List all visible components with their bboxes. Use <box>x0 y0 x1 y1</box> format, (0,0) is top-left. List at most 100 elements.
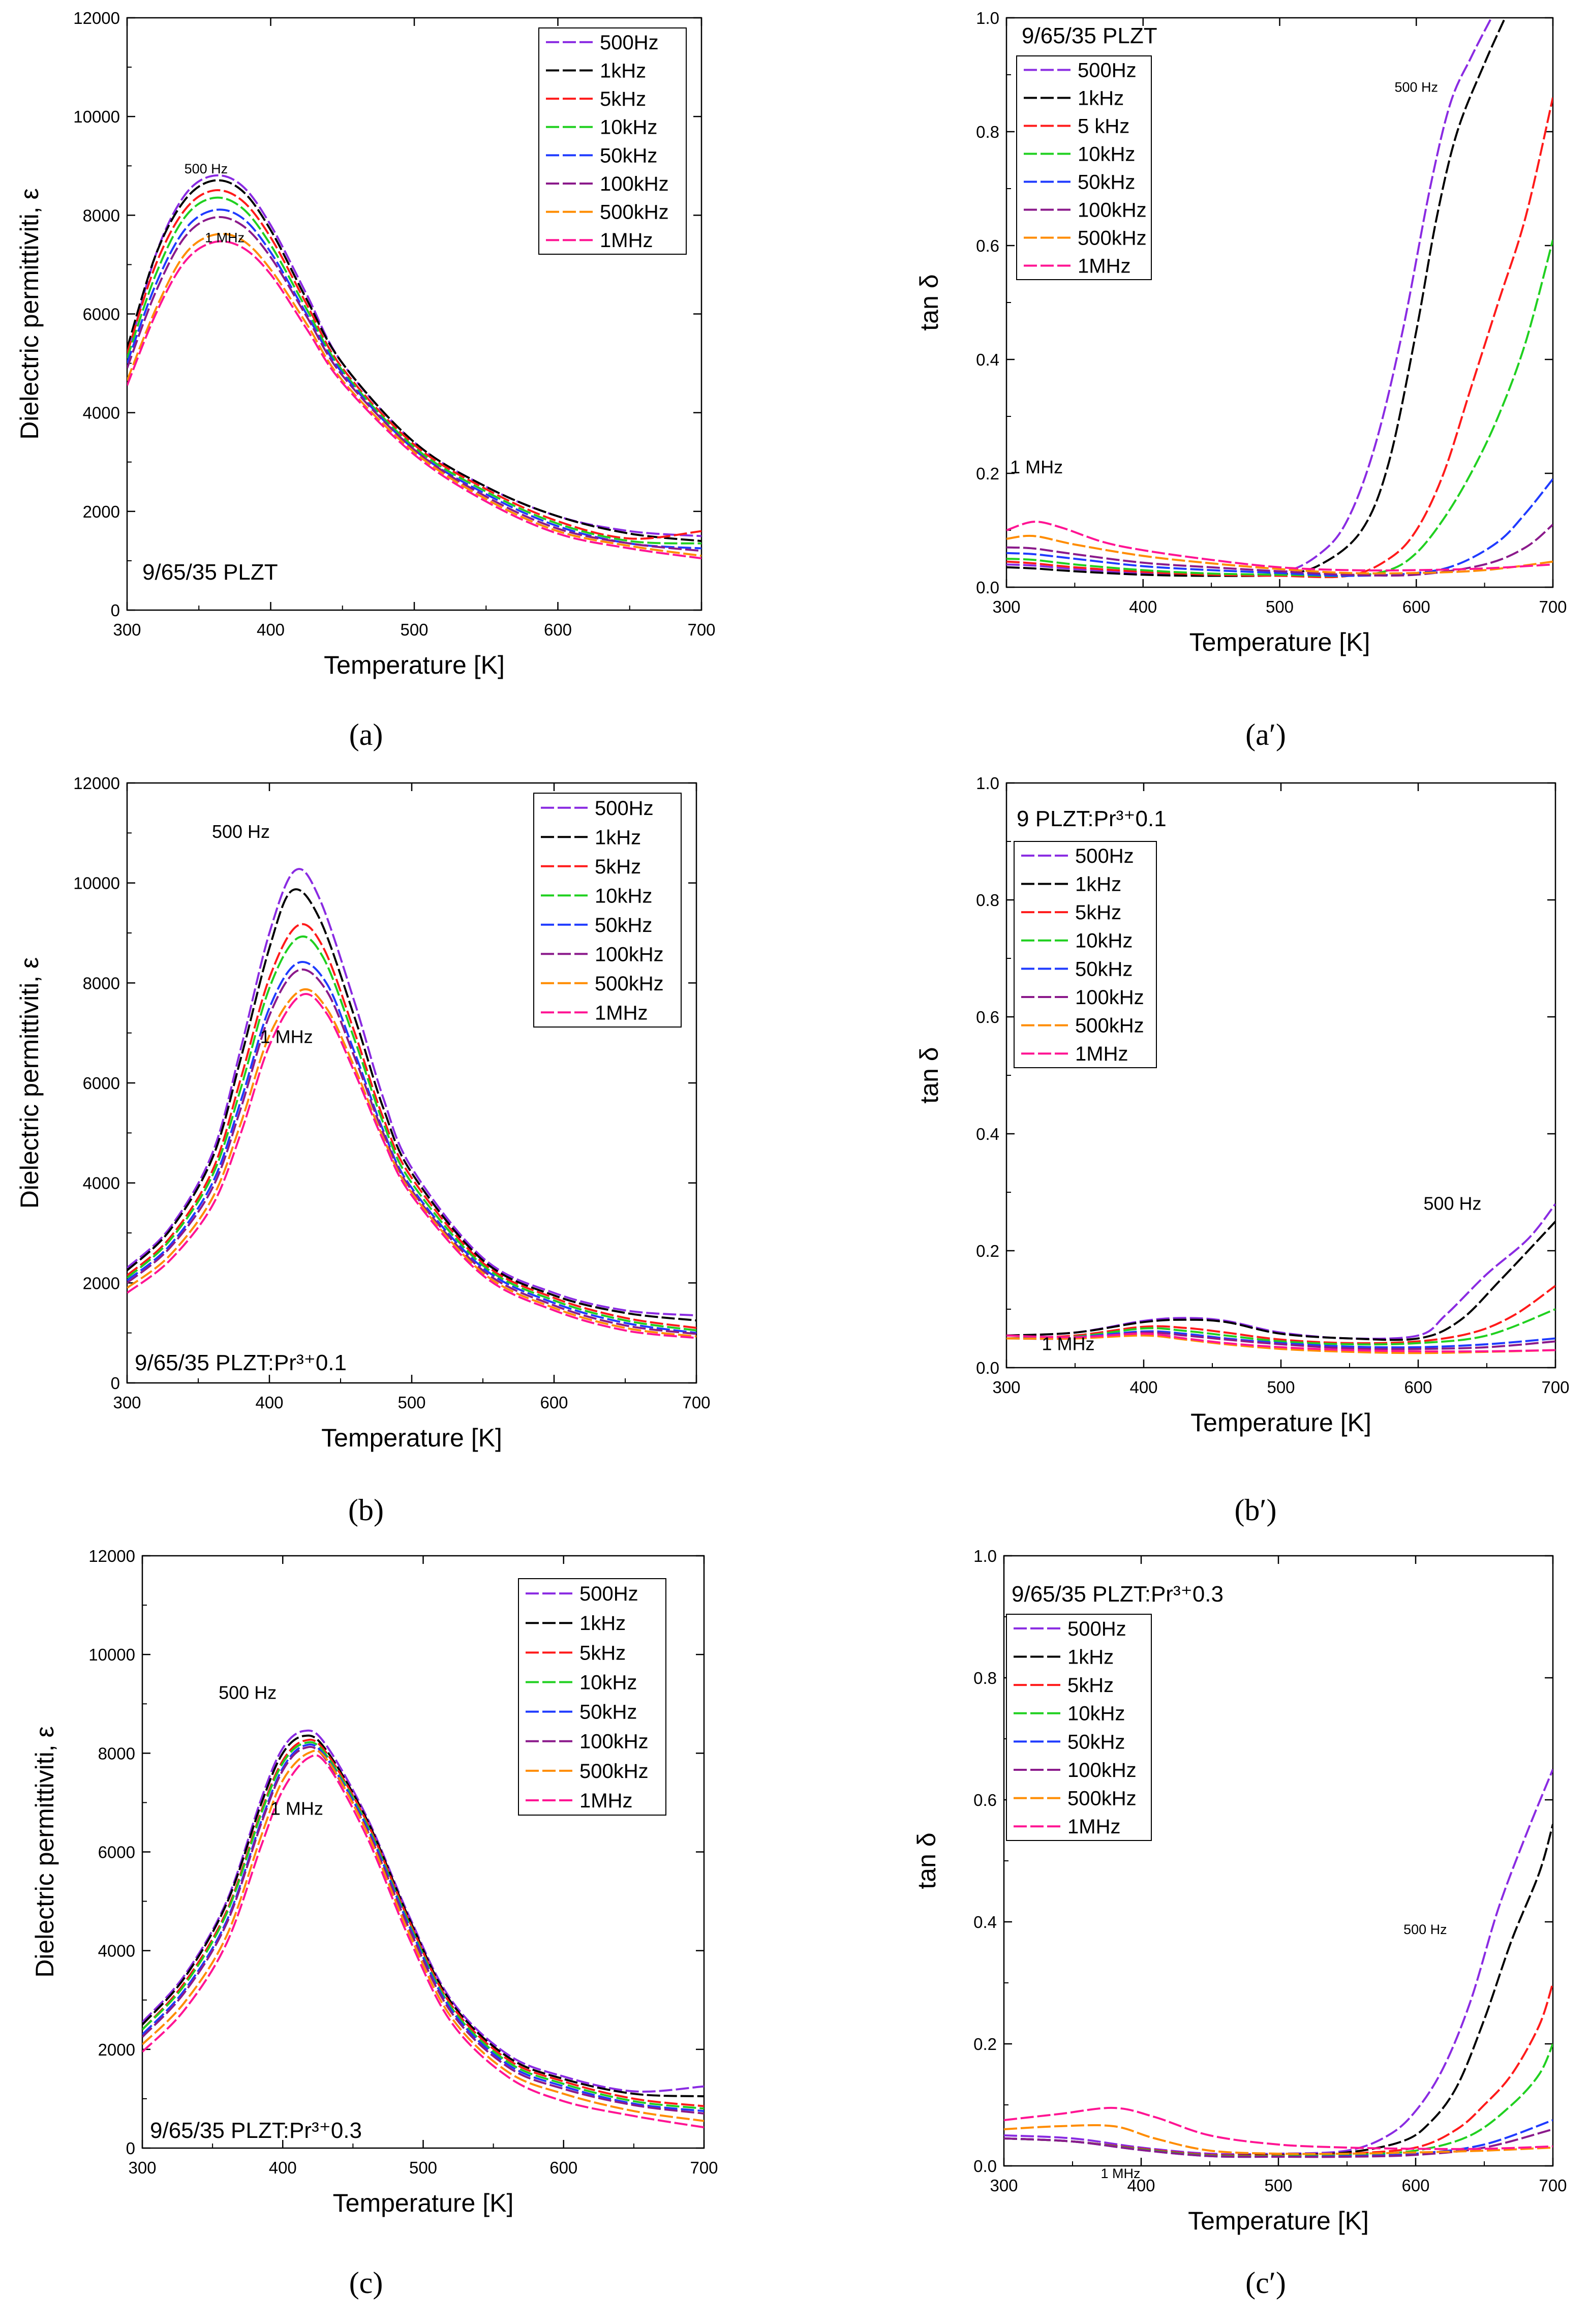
legend-entry: 5kHz <box>1075 901 1121 924</box>
sample-label: 9/65/35 PLZT <box>142 560 278 585</box>
x-axis-title: Temperature [K] <box>333 2189 514 2217</box>
y-tick-label: 0.4 <box>976 1125 999 1143</box>
legend-entry: 10kHz <box>595 885 652 907</box>
x-tick-label: 300 <box>113 1393 141 1412</box>
x-tick-label: 500 <box>1267 1378 1295 1397</box>
x-tick-label: 600 <box>1402 597 1430 616</box>
series-line-5khz <box>1006 97 1553 579</box>
legend: 500Hz 1kHz 5kHz 10kHz 50kHz 100kHz 500kHz 1MHz <box>533 793 682 1028</box>
y-tick-label: 4000 <box>83 1174 120 1193</box>
x-tick-label: 500 <box>400 620 428 639</box>
y-tick-label: 0 <box>126 2139 135 2158</box>
legend-entry: 50kHz <box>595 914 652 937</box>
x-tick-label: 600 <box>1404 1378 1432 1397</box>
series-line-1mhz <box>1004 2106 1553 2150</box>
legend-entry: 100kHz <box>1067 1759 1137 1782</box>
annotation-label: 500 Hz <box>212 821 270 842</box>
sample-label: 9/65/35 PLZT:Pr³⁺0.3 <box>1012 1582 1224 1607</box>
legend-entry: 500Hz <box>595 797 654 820</box>
series-line-500khz <box>1006 1334 1555 1354</box>
y-tick-label: 6000 <box>83 1074 120 1093</box>
y-tick-label: 0.8 <box>976 891 999 910</box>
series-group <box>1006 18 1553 579</box>
x-tick-label: 400 <box>255 1393 283 1412</box>
legend-entry: 500kHz <box>1078 227 1147 250</box>
y-tick-label: 0.2 <box>976 464 999 483</box>
panel-caption: (a) <box>349 718 383 751</box>
legend-entry: 500Hz <box>1078 59 1137 82</box>
series-line-1khz <box>142 1734 704 2098</box>
series-line-50khz <box>1006 478 1553 577</box>
legend-box <box>1016 55 1152 280</box>
legend: 500Hz 1kHz 5kHz 10kHz 50kHz 100kHz 500kHz 1MHz <box>518 1578 666 1816</box>
legend-entry: 100kHz <box>1075 986 1144 1009</box>
legend-entry: 50kHz <box>1078 171 1135 194</box>
series-group <box>142 1729 704 2129</box>
x-tick-label: 700 <box>682 1393 710 1412</box>
y-tick-label: 6000 <box>83 305 120 324</box>
y-tick-label: 2000 <box>83 1274 120 1292</box>
y-tick-label: 1.0 <box>973 1547 997 1565</box>
charts-root: 300 400 500 600 700 0 2000 4000 6000 8000 10000 120… <box>15 9 1570 2300</box>
series-line-10khz <box>142 1741 704 2110</box>
legend-entry: 5kHz <box>595 856 641 878</box>
y-tick-label: 12000 <box>88 1547 135 1565</box>
y-tick-label: 0.8 <box>973 1669 997 1687</box>
chart-panel-c: 300 400 500 600 700 0 2000 4000 6000 8000 10000 120… <box>30 1547 718 2300</box>
legend-box <box>1006 1614 1152 1841</box>
y-tick-label: 0.0 <box>973 2157 997 2176</box>
series-line-5khz <box>127 189 701 540</box>
x-tick-label: 300 <box>992 597 1020 616</box>
legend-box <box>518 1578 666 1816</box>
y-tick-label: 8000 <box>98 1744 135 1763</box>
annotation-label: 1 MHz <box>270 1798 323 1819</box>
x-tick-label: 700 <box>690 2158 718 2177</box>
legend-entry: 10kHz <box>600 116 657 139</box>
series-line-50khz <box>127 208 701 550</box>
x-tick-label: 400 <box>1129 1378 1157 1397</box>
series-line-1mhz <box>1006 521 1553 571</box>
x-tick-label: 700 <box>1541 1378 1569 1397</box>
legend-entry: 50kHz <box>579 1701 637 1724</box>
legend-entry: 500kHz <box>595 973 664 995</box>
series-line-10khz <box>1006 1308 1555 1346</box>
legend: 500Hz 1kHz 5kHz 10kHz 50kHz 100kHz 500kHz 1MHz <box>1006 1614 1152 1841</box>
legend-entry: 1kHz <box>579 1612 626 1635</box>
x-tick-label: 700 <box>1539 2176 1567 2195</box>
legend-entry: 100kHz <box>579 1731 649 1753</box>
y-tick-label: 0.2 <box>976 1242 999 1260</box>
y-axis-title: tan δ <box>915 1047 943 1103</box>
x-tick-label: 600 <box>540 1393 568 1412</box>
y-axis-title: Dielectric permittiviti, ε <box>15 188 44 440</box>
y-tick-label: 2000 <box>98 2040 135 2059</box>
y-tick-label: 6000 <box>98 1843 135 1862</box>
legend-entry: 1kHz <box>600 59 646 82</box>
y-tick-label: 0.0 <box>976 1359 999 1377</box>
series-line-1mhz <box>127 240 701 560</box>
x-axis-title: Temperature [K] <box>1190 1408 1371 1437</box>
x-tick-label: 300 <box>992 1378 1020 1397</box>
legend: 500Hz 1kHz 5kHz 10kHz 50kHz 100kHz 500kHz 1MHz <box>538 27 687 255</box>
legend-entry: 5kHz <box>579 1642 626 1664</box>
x-tick-label: 600 <box>1401 2176 1429 2195</box>
x-tick-label: 600 <box>544 620 572 639</box>
legend-entry: 1kHz <box>1078 87 1124 110</box>
legend-entry: 500kHz <box>1075 1015 1144 1037</box>
x-tick-label: 500 <box>1264 2176 1292 2195</box>
legend-entry: 500Hz <box>579 1583 638 1605</box>
chart-panel-a: 300 400 500 600 700 0 2000 4000 6000 8000 10000 120… <box>15 9 716 751</box>
y-tick-label: 10000 <box>73 874 120 893</box>
annotation-label: 500 Hz <box>1394 80 1438 95</box>
annotation-label: 1 MHz <box>205 230 244 246</box>
legend-entry: 1MHz <box>1075 1043 1128 1065</box>
series-line-500khz <box>127 233 701 557</box>
series-group <box>127 174 701 560</box>
series-line-10khz <box>127 935 696 1332</box>
legend-entry: 1kHz <box>1067 1646 1114 1668</box>
y-tick-label: 0.4 <box>976 350 999 369</box>
annotation-label: 1 MHz <box>260 1026 313 1047</box>
x-tick-label: 400 <box>1129 597 1157 616</box>
series-line-1khz <box>1006 18 1506 577</box>
